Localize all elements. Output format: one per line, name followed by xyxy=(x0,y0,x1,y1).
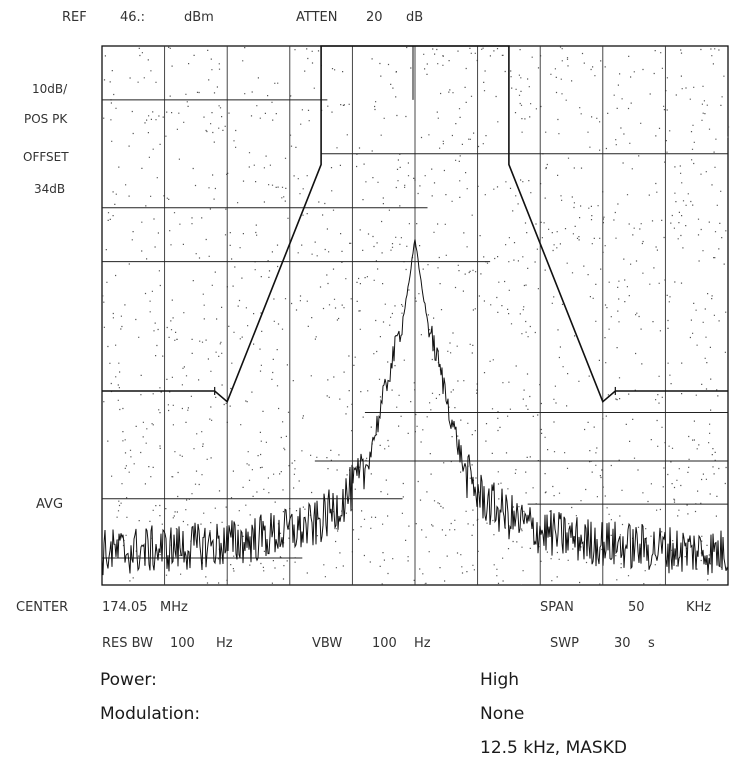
mask-lines xyxy=(102,99,728,559)
vbw-label: VBW xyxy=(312,636,343,651)
emission-mask-line xyxy=(102,45,728,404)
trace-group xyxy=(101,45,729,576)
scale-label: 10dB/ xyxy=(32,82,68,96)
spectrum-trace xyxy=(101,239,729,576)
swp-unit: s xyxy=(648,636,655,651)
center-label: CENTER xyxy=(16,600,69,615)
vbw-unit: Hz xyxy=(414,636,431,651)
modulation-label: Modulation: xyxy=(100,704,201,724)
avg-label: AVG xyxy=(36,497,64,512)
graticule xyxy=(164,46,666,585)
display-noise-dots xyxy=(102,46,730,586)
swp-label: SWP xyxy=(550,636,579,651)
center-unit: MHz xyxy=(160,600,188,615)
ref-unit: dBm xyxy=(184,10,214,25)
swp-value: 30 xyxy=(614,636,631,651)
ref-value: 46.: xyxy=(120,10,146,25)
span-unit: KHz xyxy=(686,600,712,615)
vbw-value: 100 xyxy=(372,636,397,651)
center-value: 174.05 xyxy=(102,600,148,615)
atten-unit: dB xyxy=(406,10,424,25)
detector-label: POS PK xyxy=(24,112,68,126)
modulation-value: None xyxy=(480,704,525,724)
res-bw-label: RES BW xyxy=(102,636,153,651)
power-label: Power: xyxy=(100,670,157,690)
noise-dots xyxy=(102,46,730,586)
atten-value: 20 xyxy=(366,10,383,25)
channel-spec: 12.5 kHz, MASKD xyxy=(480,738,627,758)
span-value: 50 xyxy=(628,600,645,615)
res-bw-unit: Hz xyxy=(216,636,233,651)
atten-label: ATTEN xyxy=(296,10,338,25)
power-value: High xyxy=(480,670,520,690)
ref-label: REF xyxy=(62,10,87,25)
span-label: SPAN xyxy=(540,600,574,615)
res-bw-value: 100 xyxy=(170,636,195,651)
offset-label: OFFSET xyxy=(23,150,69,164)
offset-value: 34dB xyxy=(34,182,66,196)
